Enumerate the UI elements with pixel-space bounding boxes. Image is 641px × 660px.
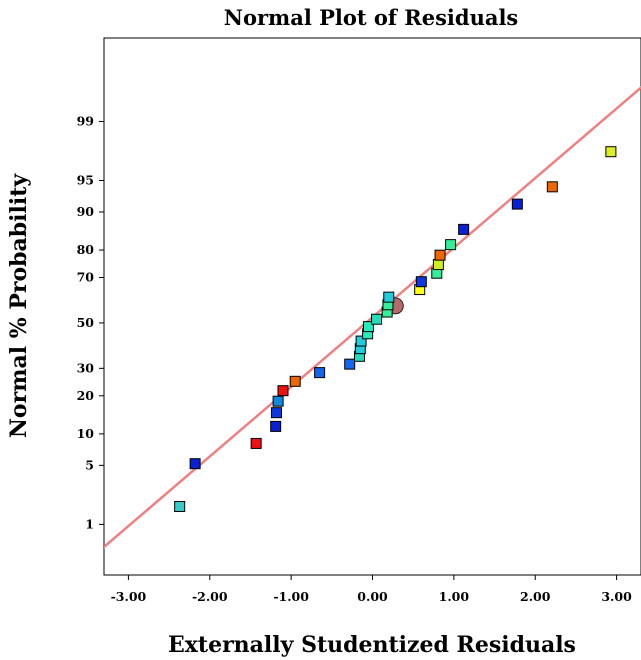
data-point [174, 500, 186, 512]
x-axis: -3.00 -2.00 -1.00 0.00 1.00 2.00 3.00 [111, 575, 632, 604]
data-point [272, 395, 284, 407]
y-tick-label: 1 [85, 516, 94, 531]
y-tick-label: 50 [77, 315, 95, 330]
y-tick-label: 5 [85, 457, 94, 472]
data-point [434, 249, 446, 261]
x-tick-label: 0.00 [357, 589, 388, 604]
data-point [383, 291, 395, 303]
data-point [189, 458, 201, 470]
data-point [250, 437, 262, 449]
y-tick-label: 30 [77, 360, 95, 375]
y-axis: 1 5 10 20 30 50 70 80 90 95 99 [77, 113, 104, 531]
data-point [458, 223, 470, 235]
data-point [314, 367, 326, 379]
x-axis-title: Externally Studentized Residuals [168, 632, 576, 658]
data-point [277, 385, 289, 397]
x-tick-label: 3.00 [601, 589, 632, 604]
data-point [270, 420, 282, 432]
data-point [344, 358, 356, 370]
x-tick-label: -1.00 [273, 589, 309, 604]
y-tick-label: 80 [77, 242, 95, 257]
y-tick-label: 70 [77, 270, 95, 285]
y-tick-label: 95 [77, 172, 94, 187]
data-point [605, 146, 617, 158]
y-tick-label: 99 [77, 113, 94, 128]
data-point [511, 198, 523, 210]
data-point [371, 313, 383, 325]
x-tick-label: -2.00 [192, 589, 228, 604]
data-point [445, 239, 457, 251]
y-tick-label: 20 [77, 388, 95, 403]
chart-title: Normal Plot of Residuals [224, 5, 519, 30]
data-point [355, 335, 367, 347]
y-tick-label: 10 [77, 426, 95, 441]
y-tick-label: 90 [77, 204, 95, 219]
x-tick-label: -3.00 [111, 589, 147, 604]
data-point [415, 276, 427, 288]
data-point [546, 181, 558, 193]
data-point [432, 259, 444, 271]
data-point [362, 321, 374, 333]
plot-area [103, 37, 641, 576]
y-axis-title: Normal % Probability [6, 173, 32, 439]
data-points [174, 146, 617, 512]
x-tick-label: 2.00 [520, 589, 551, 604]
x-tick-label: 1.00 [439, 589, 470, 604]
data-point [270, 407, 282, 419]
data-point [289, 375, 301, 387]
